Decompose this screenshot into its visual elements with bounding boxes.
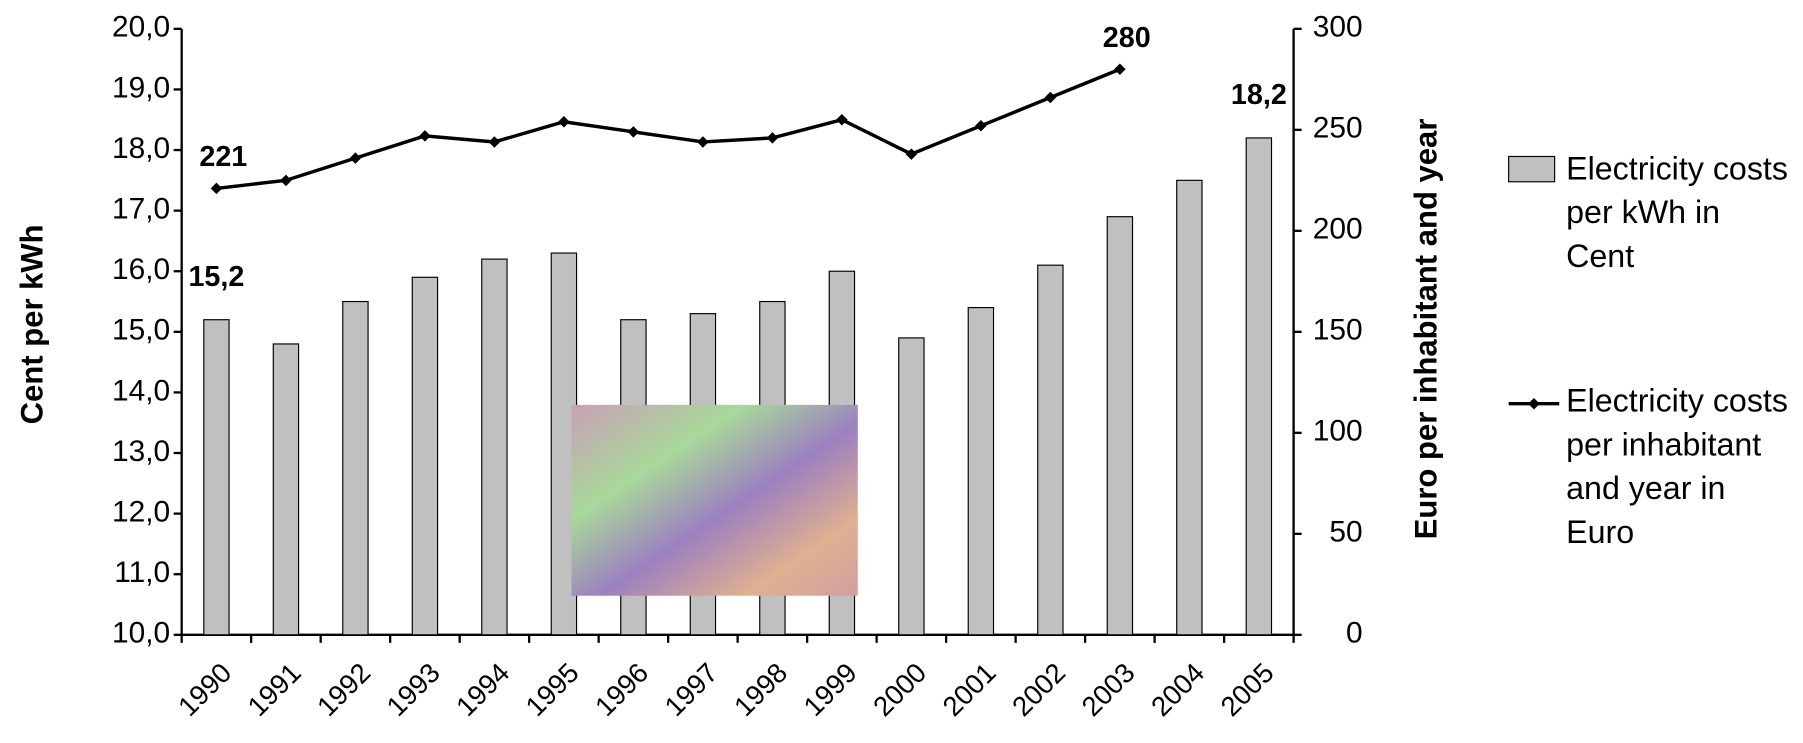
line-marker [210, 182, 223, 195]
y-tick-label: 16,0 [112, 253, 170, 286]
x-tick-label: 2004 [1145, 657, 1210, 722]
x-tick-label: 1997 [658, 657, 723, 722]
y-tick-label: 17,0 [112, 193, 170, 226]
line-marker [419, 130, 431, 142]
y-tick-label: 18,0 [112, 132, 170, 165]
photo [571, 404, 858, 596]
line [216, 67, 1121, 191]
x-tick-label: 2003 [1075, 657, 1140, 722]
line-marker [975, 120, 987, 132]
legend-item: Electricity costs per kWh in Cent [1566, 150, 1788, 274]
legend-label: Electricity costs per kWh in Cent [1566, 150, 1788, 274]
x-tick-label: 1990 [172, 657, 237, 722]
y-tick-label: 15,0 [112, 314, 170, 347]
bar [1106, 216, 1134, 636]
line-marker [905, 148, 918, 160]
x-tick-label: 2000 [867, 657, 932, 722]
legend-label: Electricity costs per inhabitant and yea… [1566, 382, 1788, 550]
y-tick-label: 10,0 [112, 617, 170, 650]
legend-item: Electricity costs per inhabitant and yea… [1566, 382, 1788, 550]
bar [272, 343, 300, 636]
legend-marker [1528, 397, 1540, 410]
y-tick-label: 11,0 [114, 556, 170, 589]
y-axis-label: Cent per kWh [15, 224, 50, 424]
line-marker [349, 152, 362, 164]
line-marker [836, 113, 848, 126]
line-marker [558, 116, 570, 128]
bar [1037, 264, 1064, 636]
legend-swatch [1508, 155, 1556, 183]
x-tick-label: 2005 [1214, 657, 1279, 722]
y2-tick-label: 0 [1346, 617, 1363, 650]
x-tick-label: 1996 [589, 657, 654, 722]
y-tick-label: 19,0 [112, 71, 170, 104]
line-marker [280, 174, 292, 187]
x-tick-label: 1993 [380, 657, 445, 722]
bar [342, 300, 369, 636]
y2-axis-label: Euro per inhabitant and year [1408, 119, 1443, 540]
data-label: 18,2 [1231, 79, 1287, 111]
y-tick-label: 12,0 [112, 496, 170, 529]
bar [203, 319, 230, 636]
line-marker [488, 136, 501, 148]
x-tick-label: 1991 [242, 657, 307, 722]
bar [1245, 137, 1273, 636]
bar [481, 258, 508, 636]
x-tick-label: 2001 [936, 657, 1001, 722]
y-tick-label: 13,0 [112, 435, 170, 468]
x-tick-label: 1998 [728, 657, 793, 722]
bar [967, 307, 995, 636]
line-marker [627, 126, 640, 138]
x-tick-label: 1992 [311, 657, 376, 722]
y2-tick-label: 50 [1329, 516, 1362, 549]
data-label: 221 [199, 141, 247, 173]
line-marker [766, 132, 779, 144]
x-tick-label: 1995 [519, 657, 584, 722]
y2-tick-label: 200 [1313, 213, 1363, 246]
data-label: 280 [1103, 22, 1151, 54]
y2-tick-label: 250 [1313, 112, 1363, 145]
y-tick-label: 14,0 [112, 374, 170, 407]
line-marker [697, 136, 709, 148]
data-label: 15,2 [188, 261, 244, 293]
line-marker [1114, 63, 1126, 75]
x-tick-label: 1994 [450, 657, 515, 722]
line-marker [1044, 91, 1057, 104]
x-tick-label: 2002 [1006, 657, 1071, 722]
bar [411, 276, 439, 636]
x-tick-label: 1999 [797, 657, 862, 722]
y2-tick-label: 100 [1313, 415, 1363, 448]
y2-tick-label: 300 [1313, 11, 1363, 44]
bar [898, 337, 925, 636]
bar [1176, 179, 1203, 636]
y-tick-label: 20,0 [112, 11, 170, 44]
y2-tick-label: 150 [1313, 314, 1363, 347]
